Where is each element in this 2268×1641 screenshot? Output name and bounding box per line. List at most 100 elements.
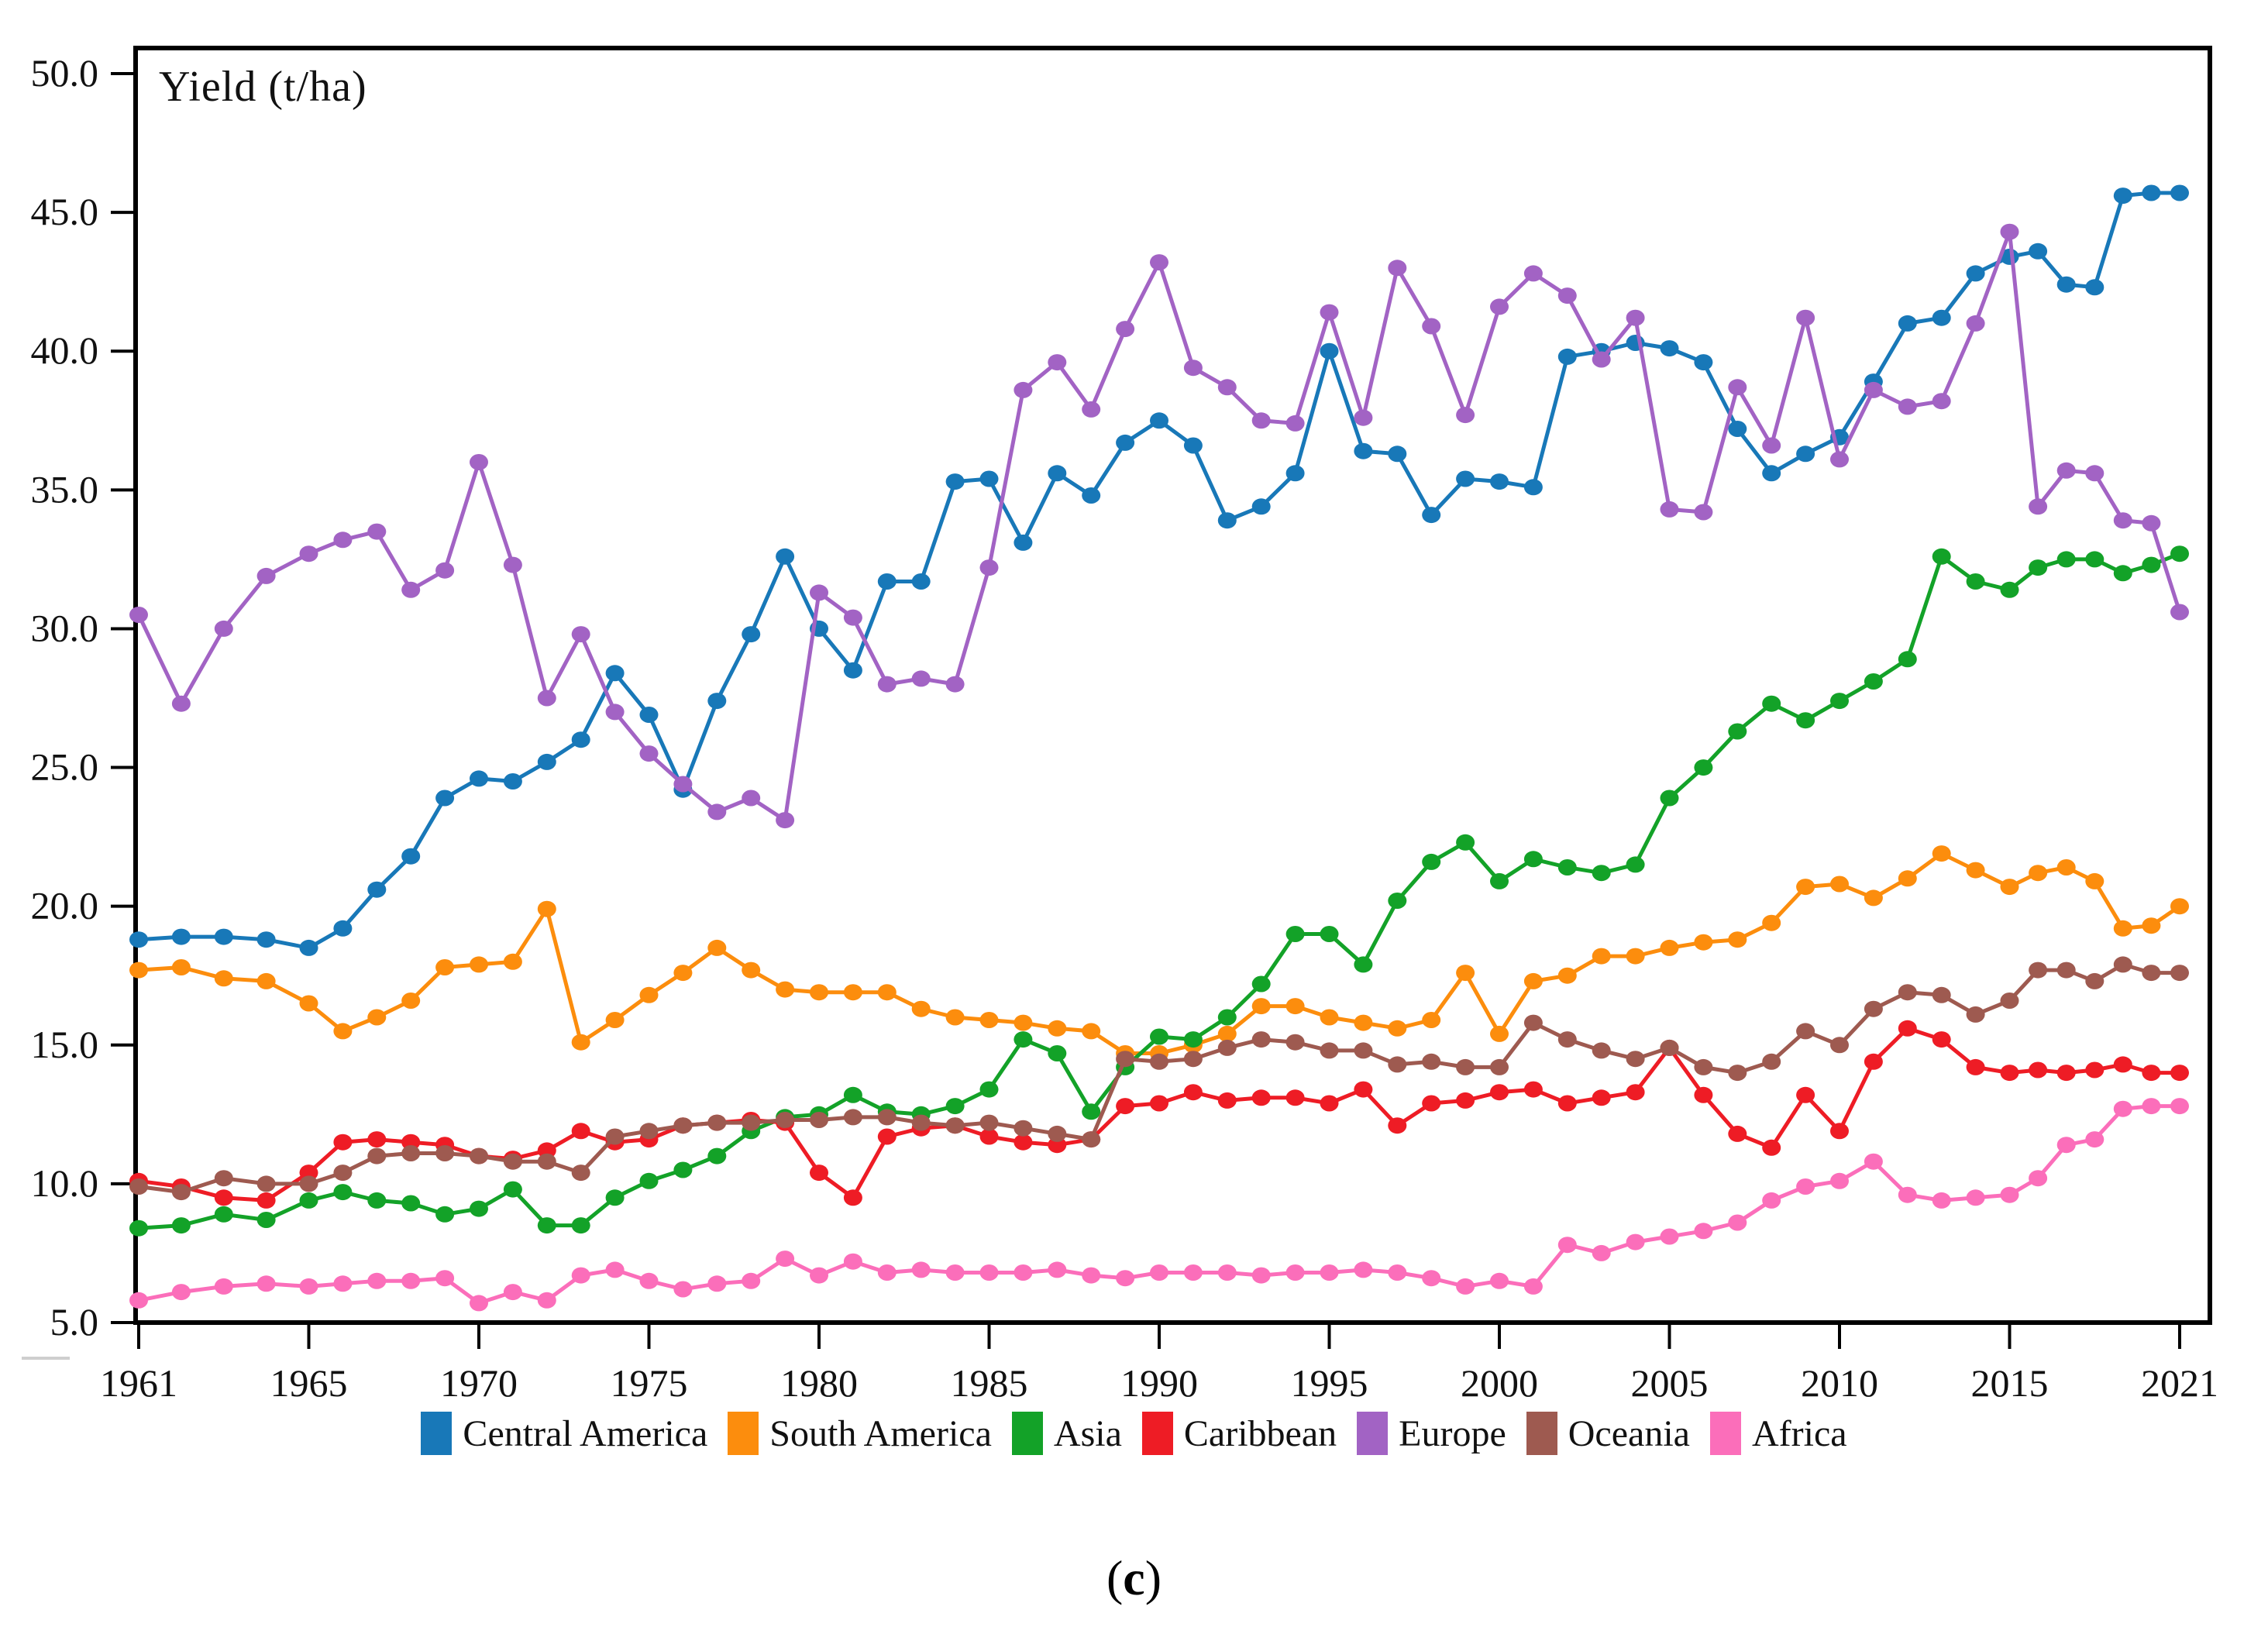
data-point — [673, 776, 693, 793]
data-point — [810, 1112, 828, 1128]
legend-swatch-europe — [1357, 1412, 1389, 1455]
data-point — [1422, 1012, 1441, 1028]
data-point — [1966, 1006, 1985, 1023]
data-point — [2029, 865, 2048, 882]
data-point — [1251, 412, 1271, 429]
data-point — [435, 1206, 455, 1223]
data-point — [171, 1184, 191, 1201]
y-tick-label: 35.0 — [31, 467, 99, 511]
data-point — [2056, 276, 2076, 293]
data-point — [639, 1172, 659, 1189]
data-point — [1762, 1192, 1781, 1209]
data-point — [673, 1281, 693, 1298]
data-point — [1898, 984, 1917, 1001]
data-point — [2085, 465, 2105, 482]
data-point — [1422, 1095, 1441, 1112]
data-point — [1523, 972, 1543, 989]
data-point — [1251, 975, 1271, 993]
legend-label-caribbean: Caribbean — [1183, 1412, 1337, 1454]
data-point — [256, 1212, 276, 1228]
data-point — [945, 1009, 965, 1026]
data-point — [470, 956, 488, 973]
data-point — [1966, 862, 1985, 879]
data-point — [2170, 545, 2189, 562]
data-point — [171, 1217, 191, 1234]
data-point — [1048, 1261, 1067, 1278]
data-point — [1183, 1264, 1203, 1281]
plot-border — [133, 46, 2212, 1325]
data-point — [299, 1192, 318, 1209]
data-point — [673, 965, 693, 982]
data-point — [1354, 1014, 1373, 1031]
data-point — [2029, 962, 2048, 979]
data-point — [707, 1275, 727, 1292]
x-tick-label: 2010 — [1801, 1361, 1878, 1405]
data-point — [1422, 853, 1441, 870]
data-point — [1592, 865, 1611, 882]
data-point — [1150, 1264, 1168, 1281]
data-point — [1251, 1031, 1271, 1048]
data-point — [1456, 1092, 1475, 1109]
data-point — [2085, 279, 2105, 296]
data-point — [333, 532, 353, 549]
data-point — [707, 1114, 727, 1131]
data-point — [1251, 998, 1271, 1015]
data-point — [2170, 1065, 2189, 1082]
data-point — [1116, 1098, 1135, 1115]
data-point — [639, 707, 659, 723]
data-point — [1082, 1023, 1101, 1040]
chart-legend: Central America South America Asia Caribbea… — [0, 1412, 2268, 1455]
data-point — [256, 1175, 276, 1192]
data-point — [1932, 309, 1951, 326]
data-point — [1354, 1042, 1373, 1059]
data-point — [299, 545, 318, 562]
data-point — [742, 626, 761, 643]
data-point — [503, 953, 522, 970]
data-point — [256, 567, 276, 584]
data-point — [1285, 415, 1305, 432]
data-point — [1523, 1014, 1543, 1031]
data-point — [1694, 1058, 1713, 1075]
data-point — [2000, 1065, 2019, 1082]
legend-label-asia: Asia — [1053, 1412, 1122, 1454]
data-point — [1796, 1023, 1815, 1040]
data-point — [1830, 1037, 1849, 1054]
data-point — [367, 1009, 387, 1026]
data-point — [1762, 1053, 1781, 1070]
data-point — [1320, 926, 1339, 942]
data-point — [299, 995, 318, 1012]
data-point — [1966, 315, 1985, 332]
data-point — [1490, 1272, 1509, 1289]
data-point — [639, 745, 659, 762]
data-point — [1523, 1278, 1543, 1295]
data-point — [2142, 1065, 2161, 1082]
data-point — [1830, 1123, 1849, 1140]
data-point — [2113, 1100, 2132, 1117]
y-tick-label: 15.0 — [31, 1023, 99, 1066]
data-point — [1082, 1131, 1101, 1148]
series-markers-oceania — [129, 956, 2189, 1201]
data-point — [1456, 965, 1475, 982]
data-point — [1728, 723, 1747, 740]
data-point — [1864, 1153, 1883, 1170]
data-point — [537, 753, 556, 770]
data-point — [1217, 1039, 1237, 1056]
data-point — [877, 1264, 897, 1281]
data-point — [1285, 1264, 1305, 1281]
data-point — [1557, 287, 1577, 304]
data-point — [1660, 501, 1679, 518]
data-point — [911, 1261, 931, 1278]
data-point — [1830, 693, 1849, 710]
data-point — [401, 848, 421, 865]
series-markers-south-america — [129, 845, 2189, 1061]
data-point — [1728, 1125, 1747, 1142]
data-point — [470, 454, 488, 470]
data-point — [1456, 470, 1475, 487]
data-point — [1728, 421, 1747, 437]
data-point — [367, 1192, 387, 1209]
data-point — [2056, 1137, 2076, 1154]
data-point — [1320, 342, 1339, 360]
data-point — [1183, 437, 1203, 454]
data-point — [639, 1272, 659, 1289]
data-point — [367, 1272, 387, 1289]
